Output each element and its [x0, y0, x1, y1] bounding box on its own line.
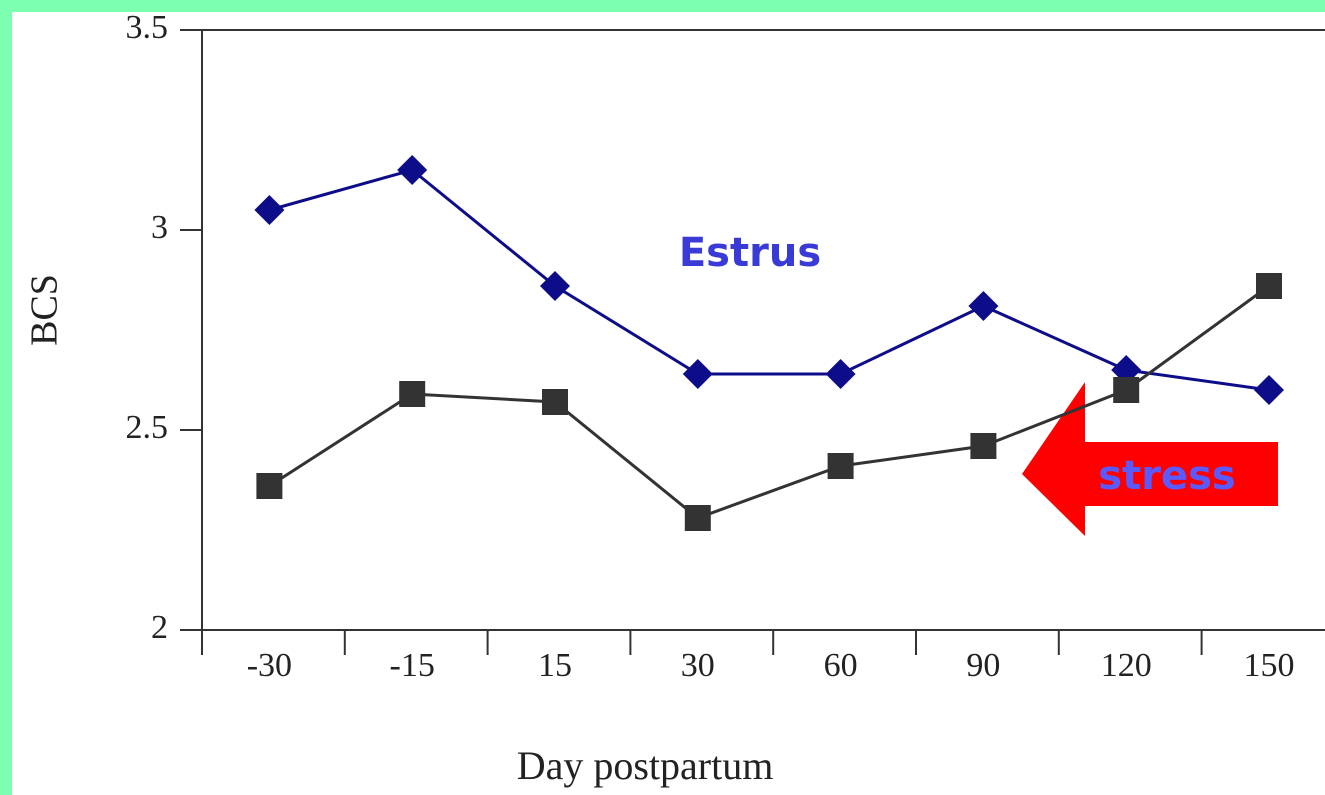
plot-panel [12, 12, 1325, 795]
x-tick-label: 60 [824, 647, 858, 684]
marker [1113, 377, 1140, 403]
stress-arrow [1022, 382, 1278, 536]
x-tick-label: -15 [390, 647, 435, 684]
y-tick-label: 2.5 [126, 409, 169, 446]
marker [968, 291, 999, 321]
x-tick-label: 30 [681, 647, 715, 684]
marker [827, 453, 854, 479]
marker [397, 155, 428, 185]
y-tick-label: 3.5 [126, 9, 169, 46]
marker [254, 195, 285, 225]
marker [399, 381, 426, 407]
x-tick-label: -30 [247, 647, 292, 684]
marker [682, 359, 713, 389]
y-tick-label: 2 [151, 609, 168, 646]
series-line [268, 284, 1270, 520]
y-axis-title: BCS [24, 274, 66, 346]
marker [970, 433, 997, 459]
marker [1254, 375, 1284, 405]
marker [1256, 273, 1282, 299]
marker [825, 359, 856, 389]
series-annotation: Estrus [679, 230, 821, 276]
x-axis-title: Day postpartum [517, 743, 774, 788]
marker [542, 389, 568, 415]
x-tick-label: 90 [966, 647, 1000, 684]
marker [256, 473, 283, 499]
series-annotation: stress [1098, 453, 1235, 499]
y-tick-label: 3 [151, 209, 168, 246]
x-tick-label: 150 [1244, 647, 1295, 684]
x-tick-label: 15 [538, 647, 572, 684]
marker [684, 505, 711, 531]
x-tick-label: 120 [1101, 647, 1152, 684]
series-line [268, 168, 1270, 392]
marker [540, 271, 570, 301]
